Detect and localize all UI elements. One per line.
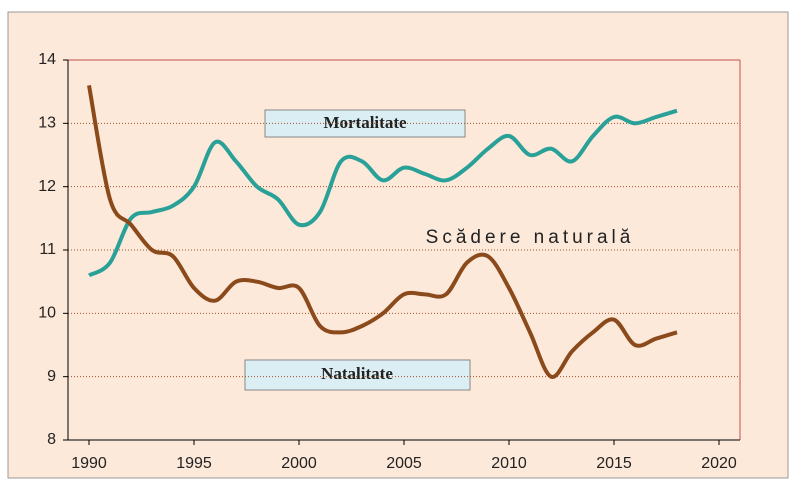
series-line: [87, 84, 678, 379]
x-tick-label: 2005: [386, 455, 422, 472]
y-tick-label: 11: [39, 241, 56, 258]
y-tick-label: 13: [38, 115, 56, 132]
series-box: [244, 359, 471, 391]
x-tick-label: 1995: [176, 455, 212, 472]
y-tick-label: 10: [38, 305, 56, 322]
y-tick-label: 8: [47, 431, 56, 448]
x-tick-label: 2010: [491, 455, 527, 472]
x-tick-label: 2000: [281, 455, 317, 472]
series-label: Natalitate: [321, 364, 393, 383]
series-label: Mortalitate: [323, 113, 407, 132]
series-line: [87, 108, 678, 278]
x-tick-label: 2020: [701, 455, 737, 472]
frame: [7, 11, 789, 479]
x-tick-label: 2015: [596, 455, 632, 472]
y-tick-label: 12: [38, 178, 56, 195]
y-tick-label: 9: [47, 368, 56, 385]
x-tick-label: 1990: [71, 455, 107, 472]
y-tick-label: 14: [38, 51, 56, 68]
annotation: Scădere naturală: [426, 227, 635, 248]
